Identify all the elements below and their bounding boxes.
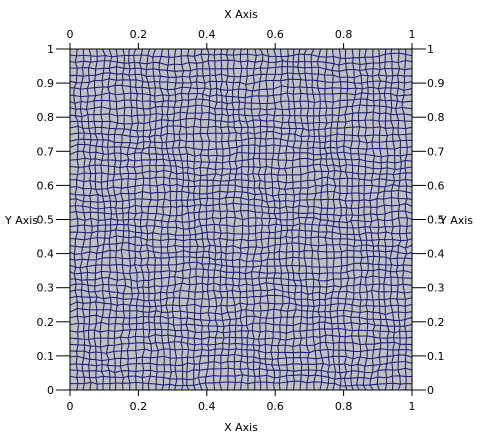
x-tick-label-top: 0.8	[335, 28, 353, 41]
y-tick-label-left: 0.3	[37, 282, 55, 295]
y-tick-label-left: 0.7	[37, 145, 55, 158]
x-tick-label-bottom: 1	[409, 400, 416, 413]
y-tick-label-right: 0.7	[427, 145, 445, 158]
x-axis-title-bottom: X Axis	[224, 421, 258, 434]
y-tick-label-left: 1	[47, 43, 54, 56]
y-tick-label-left: 0.4	[37, 248, 55, 261]
y-tick-label-right: 0	[427, 384, 434, 397]
x-axis-title-top: X Axis	[224, 8, 258, 21]
y-tick-label-left: 0.9	[37, 77, 55, 90]
x-tick-label-bottom: 0.2	[130, 400, 148, 413]
y-tick-label-left: 0.1	[37, 350, 55, 363]
y-tick-label-right: 0.9	[427, 77, 445, 90]
y-tick-label-right: 0.4	[427, 248, 445, 261]
x-tick-label-bottom: 0	[67, 400, 74, 413]
x-tick-label-top: 1	[409, 28, 416, 41]
y-tick-label-right: 0.3	[427, 282, 445, 295]
y-tick-label-left: 0.8	[37, 111, 55, 124]
y-tick-label-right: 1	[427, 43, 434, 56]
y-tick-label-right: 0.8	[427, 111, 445, 124]
y-tick-label-right: 0.2	[427, 316, 445, 329]
y-tick-label-left: 0.6	[37, 179, 55, 192]
y-tick-label-left: 0.5	[37, 214, 55, 227]
y-axis-title-right: Y Axis	[439, 214, 473, 227]
y-tick-label-right: 0.1	[427, 350, 445, 363]
x-tick-label-top: 0.4	[198, 28, 216, 41]
x-tick-label-bottom: 0.4	[198, 400, 216, 413]
x-tick-label-bottom: 0.8	[335, 400, 353, 413]
x-tick-label-bottom: 0.6	[266, 400, 284, 413]
x-tick-label-top: 0.6	[266, 28, 284, 41]
y-tick-label-right: 0.5	[427, 214, 445, 227]
y-axis-title-left: Y Axis	[4, 214, 38, 227]
x-tick-label-top: 0.2	[130, 28, 148, 41]
y-tick-label-left: 0	[47, 384, 54, 397]
x-tick-label-top: 0	[67, 28, 74, 41]
y-tick-label-left: 0.2	[37, 316, 55, 329]
quad-mesh	[69, 48, 413, 391]
y-tick-label-right: 0.6	[427, 179, 445, 192]
